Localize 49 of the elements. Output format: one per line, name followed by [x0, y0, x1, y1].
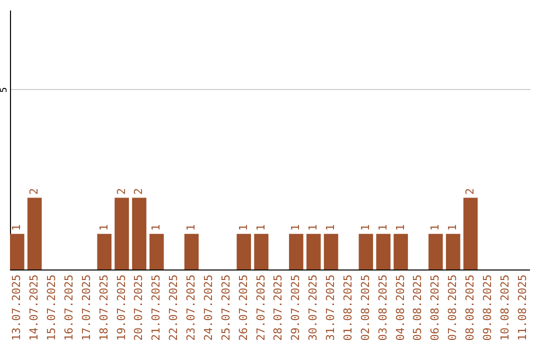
data-label: 1 [394, 224, 407, 231]
x-tick-label: 07.08.2025 [446, 274, 460, 340]
x-tick-label: 28.07.2025 [272, 274, 285, 340]
x-tick-label: 17.07.2025 [80, 274, 93, 340]
x-tick-label: 19.07.2025 [114, 274, 128, 340]
x-tick-label: 25.07.2025 [219, 274, 232, 340]
data-label: 1 [306, 224, 320, 231]
data-label: 1 [184, 224, 198, 231]
x-tick-label: 08.08.2025 [464, 274, 477, 340]
x-tick-label: 23.07.2025 [184, 274, 198, 340]
x-tick-label: 03.08.2025 [376, 274, 390, 340]
x-tick-label: 09.08.2025 [480, 274, 494, 340]
x-tick-label: 10.08.2025 [498, 274, 512, 340]
x-tick-label: 11.08.2025 [516, 274, 529, 340]
data-label: 1 [10, 224, 24, 231]
data-label: 1 [254, 224, 268, 231]
x-tick-label: 06.08.2025 [428, 274, 442, 340]
x-tick-label: 24.07.2025 [202, 274, 215, 340]
x-tick-label: 31.07.2025 [324, 274, 338, 340]
data-label: 2 [132, 188, 146, 195]
x-tick-label: 13.07.2025 [10, 274, 24, 340]
data-label: 1 [428, 224, 442, 231]
data-label: 1 [289, 224, 302, 231]
x-tick-label: 05.08.2025 [411, 274, 424, 340]
data-label: 2 [464, 188, 477, 195]
x-tick-label: 30.07.2025 [306, 274, 320, 340]
x-tick-label: 02.08.2025 [358, 274, 372, 340]
x-tick-label: 27.07.2025 [254, 274, 268, 340]
data-label: 1 [236, 224, 250, 231]
x-tick-label: 20.07.2025 [132, 274, 146, 340]
data-label: 1 [324, 224, 338, 231]
data-label: 1 [97, 224, 110, 231]
x-tick-label: 16.07.2025 [62, 274, 76, 340]
x-tick-label: 15.07.2025 [45, 274, 58, 340]
x-tick-label: 21.07.2025 [150, 274, 163, 340]
x-tick-label: 04.08.2025 [394, 274, 407, 340]
x-tick-label: 29.07.2025 [289, 274, 302, 340]
x-tick-label: 26.07.2025 [236, 274, 250, 340]
y-tick-label: 5 [0, 87, 10, 93]
data-label: 2 [114, 188, 128, 195]
x-tick-label: 18.07.2025 [97, 274, 110, 340]
data-label: 1 [358, 224, 372, 231]
data-label: 1 [446, 224, 460, 231]
data-label: 1 [376, 224, 390, 231]
x-tick-label: 22.07.2025 [167, 274, 180, 340]
x-tick-label: 01.08.2025 [341, 274, 354, 340]
data-label: 2 [28, 188, 41, 195]
data-label: 1 [150, 224, 163, 231]
x-tick-label: 14.07.2025 [28, 274, 41, 340]
